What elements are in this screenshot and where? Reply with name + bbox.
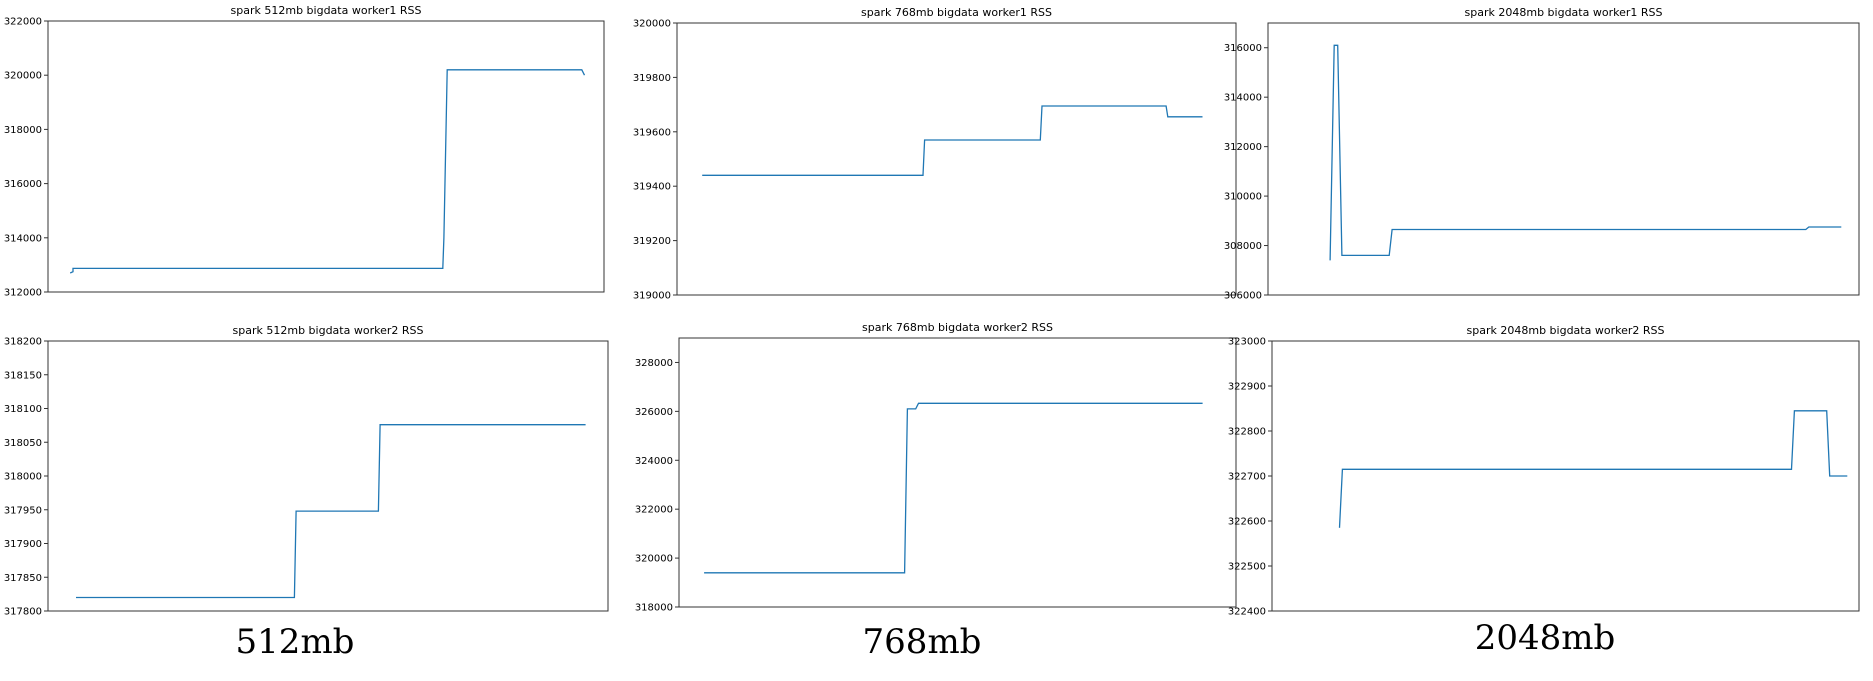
plot-frame [47,340,609,612]
chart-4: spark 512mb bigdata worker2 RSS 317800 317… [4,324,609,618]
y-tick-label: 328000 [635,358,673,369]
y-tick-label: 319600 [633,127,671,138]
y-tick-label: 314000 [1224,93,1262,104]
series-line [69,69,586,274]
y-tick-label: 322500 [1228,562,1266,573]
y-tick-label: 320000 [635,554,673,565]
y-tick-label: 326000 [635,407,673,418]
y-tick-label: 318000 [4,472,42,483]
chart-title: spark 768mb bigdata worker1 RSS [861,6,1052,19]
y-tick-label: 312000 [4,288,42,299]
y-tick-label: 324000 [635,456,673,467]
y-tick-label: 317800 [4,607,42,618]
y-tick-label: 319800 [633,73,671,84]
y-tick-label: 322000 [635,505,673,516]
chart-3: spark 2048mb bigdata worker1 RSS 306000 30… [1224,6,1860,302]
y-tick-label: 322700 [1228,472,1266,483]
y-tick-label: 322400 [1228,607,1266,618]
y-tick-label: 319400 [633,182,671,193]
y-tick-label: 320000 [633,19,671,30]
y-tick-label: 316000 [1224,43,1262,54]
y-tick-label: 317850 [4,573,42,584]
chart-1: spark 512mb bigdata worker1 RSS 312000 314… [4,4,605,299]
chart-title: spark 2048mb bigdata worker2 RSS [1467,324,1665,337]
y-tick-label: 316000 [4,179,42,190]
caption-2048mb: 2048mb [1474,618,1616,658]
series-line [704,402,1203,574]
chart-title: spark 768mb bigdata worker2 RSS [862,321,1053,334]
y-tick-label: 308000 [1224,241,1262,252]
plot-frame [1267,22,1860,296]
y-tick-label: 318050 [4,438,42,449]
y-tick-label: 306000 [1224,291,1262,302]
y-tick-label: 310000 [1224,192,1262,203]
y-tick-label: 314000 [4,233,42,244]
chart-5: spark 768mb bigdata worker2 RSS 318000 320… [635,321,1237,614]
y-tick-label: 318150 [4,370,42,381]
y-tick-label: 322600 [1228,517,1266,528]
y-tick-label: 322900 [1228,382,1266,393]
chart-title: spark 512mb bigdata worker2 RSS [233,324,424,337]
y-tick-label: 322800 [1228,427,1266,438]
series-line [76,424,586,599]
series-line [702,105,1203,176]
y-tick-label: 318000 [635,603,673,614]
plot-frame [676,22,1237,296]
y-tick-label: 317900 [4,539,42,550]
plot-frame [47,20,605,293]
plot-frame [1271,340,1860,612]
chart-title: spark 512mb bigdata worker1 RSS [231,4,422,17]
y-tick-label: 318100 [4,404,42,415]
y-tick-label: 318000 [4,125,42,136]
caption-768mb: 768mb [862,622,982,662]
series-line [1338,410,1848,528]
y-tick-label: 323000 [1228,337,1266,348]
series-line [1329,44,1842,261]
plot-frame [678,337,1237,608]
chart-title: spark 2048mb bigdata worker1 RSS [1465,6,1663,19]
y-tick-label: 322000 [4,17,42,28]
y-tick-label: 318200 [4,337,42,348]
y-tick-label: 319000 [633,291,671,302]
y-tick-label: 312000 [1224,142,1262,153]
y-tick-label: 317950 [4,505,42,516]
y-tick-label: 319200 [633,236,671,247]
chart-6: spark 2048mb bigdata worker2 RSS 322400 32… [1228,324,1860,618]
y-tick-label: 320000 [4,71,42,82]
caption-512mb: 512mb [235,622,355,662]
chart-2: spark 768mb bigdata worker1 RSS 319000 319… [633,6,1237,302]
